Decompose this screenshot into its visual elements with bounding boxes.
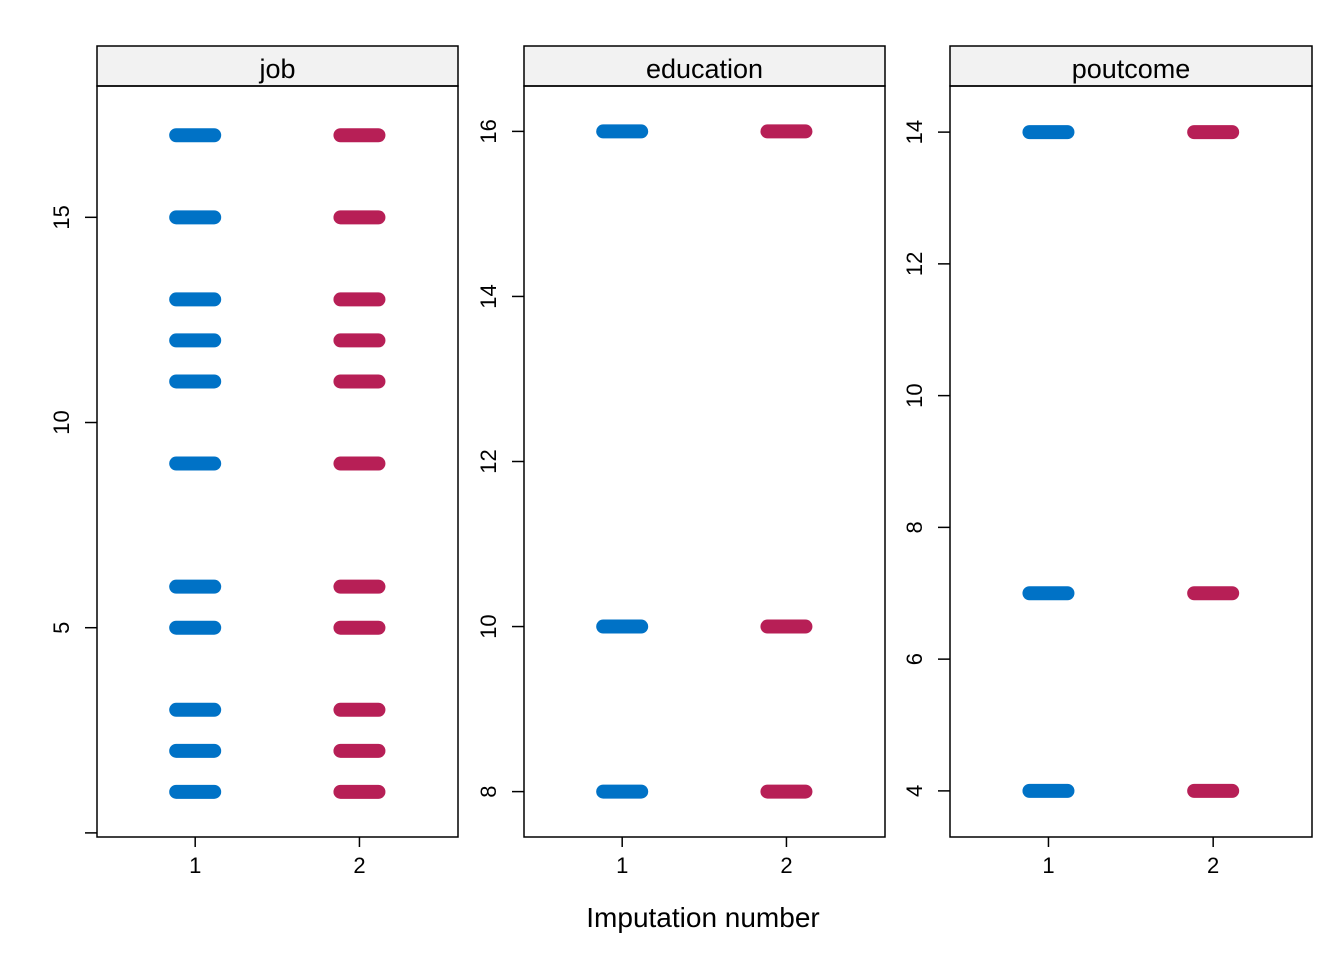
y-tick-label: 4 bbox=[902, 785, 927, 797]
y-tick-label: 10 bbox=[902, 383, 927, 407]
panel-frame bbox=[96, 85, 459, 838]
x-tick-label: 1 bbox=[1042, 853, 1054, 878]
x-tick-label: 2 bbox=[780, 853, 792, 878]
y-tick-label: 12 bbox=[476, 449, 501, 473]
panel-strip-label: job bbox=[258, 54, 295, 84]
y-tick-label: 6 bbox=[902, 653, 927, 665]
panel-frame bbox=[523, 85, 886, 838]
panel-frame bbox=[949, 85, 1313, 838]
panel-strip-label: education bbox=[646, 54, 763, 84]
y-tick-label: 8 bbox=[476, 785, 501, 797]
panel-job: job 5 10 15 1 2 bbox=[49, 45, 459, 878]
y-tick-label: 8 bbox=[902, 521, 927, 533]
x-tick-label: 2 bbox=[1207, 853, 1219, 878]
y-tick-label: 14 bbox=[902, 120, 927, 144]
y-tick-label: 14 bbox=[476, 284, 501, 308]
y-tick-label: 16 bbox=[476, 119, 501, 143]
panel-strip bbox=[949, 45, 1313, 87]
y-tick-label: 10 bbox=[49, 410, 74, 434]
y-tick-label: 5 bbox=[49, 622, 74, 634]
panel-strip-label: poutcome bbox=[1072, 54, 1191, 84]
y-tick-label: 12 bbox=[902, 252, 927, 276]
x-axis-label: Imputation number bbox=[586, 902, 819, 933]
y-tick-label: 10 bbox=[476, 614, 501, 638]
x-tick-label: 1 bbox=[189, 853, 201, 878]
x-tick-label: 2 bbox=[353, 853, 365, 878]
panel-strip bbox=[96, 45, 459, 87]
x-tick-label: 1 bbox=[616, 853, 628, 878]
y-tick-label: 15 bbox=[49, 205, 74, 229]
